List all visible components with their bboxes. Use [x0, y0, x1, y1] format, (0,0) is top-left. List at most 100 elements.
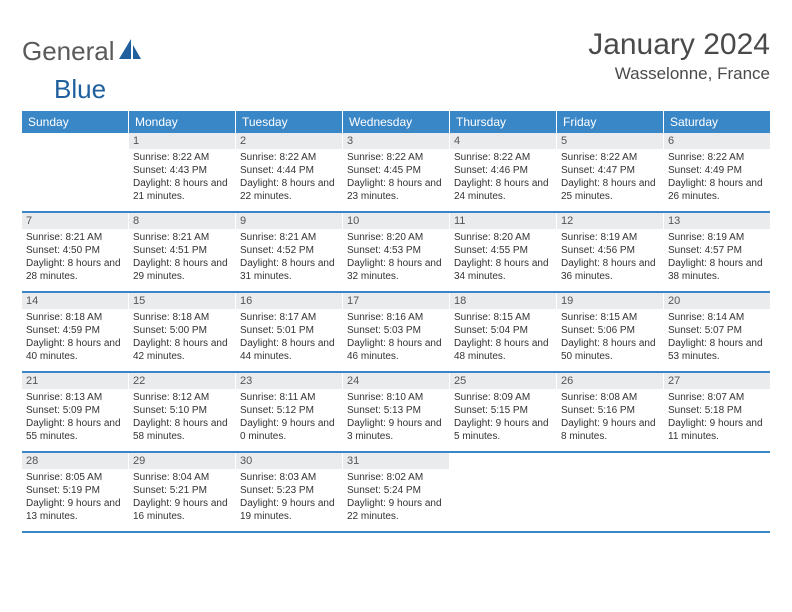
calendar-week-row: 7Sunrise: 8:21 AMSunset: 4:50 PMDaylight… [22, 213, 770, 293]
daylight-line: Daylight: 8 hours and 24 minutes. [454, 177, 552, 203]
day-number: 12 [557, 213, 663, 229]
sunset-line: Sunset: 5:01 PM [240, 324, 338, 337]
calendar-cell: 5Sunrise: 8:22 AMSunset: 4:47 PMDaylight… [557, 133, 664, 211]
daylight-line: Daylight: 8 hours and 22 minutes. [240, 177, 338, 203]
daylight-line: Daylight: 9 hours and 5 minutes. [454, 417, 552, 443]
calendar-cell [664, 453, 770, 531]
daylight-line: Daylight: 8 hours and 44 minutes. [240, 337, 338, 363]
sunset-line: Sunset: 4:53 PM [347, 244, 445, 257]
daylight-line: Daylight: 8 hours and 28 minutes. [26, 257, 124, 283]
day-detail: Sunrise: 8:19 AMSunset: 4:57 PMDaylight:… [664, 229, 770, 287]
day-detail: Sunrise: 8:13 AMSunset: 5:09 PMDaylight:… [22, 389, 128, 447]
day-detail: Sunrise: 8:10 AMSunset: 5:13 PMDaylight:… [343, 389, 449, 447]
logo-text-blue: Blue [54, 74, 792, 105]
calendar-cell: 10Sunrise: 8:20 AMSunset: 4:53 PMDayligh… [343, 213, 450, 291]
calendar-cell [557, 453, 664, 531]
dayname-saturday: Saturday [664, 111, 770, 133]
calendar-week-row: 14Sunrise: 8:18 AMSunset: 4:59 PMDayligh… [22, 293, 770, 373]
day-number: 28 [22, 453, 128, 469]
sunrise-line: Sunrise: 8:08 AM [561, 391, 659, 404]
day-number: 1 [129, 133, 235, 149]
sunset-line: Sunset: 5:15 PM [454, 404, 552, 417]
sunset-line: Sunset: 4:56 PM [561, 244, 659, 257]
sunrise-line: Sunrise: 8:07 AM [668, 391, 766, 404]
daylight-line: Daylight: 9 hours and 8 minutes. [561, 417, 659, 443]
day-detail: Sunrise: 8:22 AMSunset: 4:49 PMDaylight:… [664, 149, 770, 207]
dayname-friday: Friday [557, 111, 664, 133]
sunrise-line: Sunrise: 8:21 AM [26, 231, 124, 244]
day-number: 24 [343, 373, 449, 389]
calendar-cell: 19Sunrise: 8:15 AMSunset: 5:06 PMDayligh… [557, 293, 664, 371]
day-detail: Sunrise: 8:05 AMSunset: 5:19 PMDaylight:… [22, 469, 128, 527]
daylight-line: Daylight: 8 hours and 40 minutes. [26, 337, 124, 363]
sunrise-line: Sunrise: 8:03 AM [240, 471, 338, 484]
sunset-line: Sunset: 4:59 PM [26, 324, 124, 337]
daylight-line: Daylight: 8 hours and 26 minutes. [668, 177, 766, 203]
day-detail: Sunrise: 8:21 AMSunset: 4:51 PMDaylight:… [129, 229, 235, 287]
sunrise-line: Sunrise: 8:15 AM [454, 311, 552, 324]
sunset-line: Sunset: 4:47 PM [561, 164, 659, 177]
calendar-header-row: SundayMondayTuesdayWednesdayThursdayFrid… [22, 111, 770, 133]
day-detail: Sunrise: 8:18 AMSunset: 5:00 PMDaylight:… [129, 309, 235, 367]
day-detail: Sunrise: 8:18 AMSunset: 4:59 PMDaylight:… [22, 309, 128, 367]
calendar-cell: 18Sunrise: 8:15 AMSunset: 5:04 PMDayligh… [450, 293, 557, 371]
daylight-line: Daylight: 8 hours and 34 minutes. [454, 257, 552, 283]
daylight-line: Daylight: 8 hours and 36 minutes. [561, 257, 659, 283]
sunrise-line: Sunrise: 8:04 AM [133, 471, 231, 484]
month-title: January 2024 [588, 28, 770, 62]
daylight-line: Daylight: 9 hours and 13 minutes. [26, 497, 124, 523]
sail-icon [117, 37, 143, 66]
sunrise-line: Sunrise: 8:16 AM [347, 311, 445, 324]
logo: General [22, 36, 145, 67]
sunrise-line: Sunrise: 8:13 AM [26, 391, 124, 404]
sunset-line: Sunset: 5:13 PM [347, 404, 445, 417]
calendar-cell [450, 453, 557, 531]
calendar-cell: 12Sunrise: 8:19 AMSunset: 4:56 PMDayligh… [557, 213, 664, 291]
sunset-line: Sunset: 5:12 PM [240, 404, 338, 417]
sunset-line: Sunset: 4:43 PM [133, 164, 231, 177]
sunset-line: Sunset: 5:21 PM [133, 484, 231, 497]
calendar-cell: 11 Sunrise: 8:20 AMSunset: 4:55 PMDayligh… [450, 213, 557, 291]
daylight-line: Daylight: 8 hours and 23 minutes. [347, 177, 445, 203]
sunset-line: Sunset: 5:03 PM [347, 324, 445, 337]
daylight-line: Daylight: 9 hours and 11 minutes. [668, 417, 766, 443]
day-detail: Sunrise: 8:02 AMSunset: 5:24 PMDaylight:… [343, 469, 449, 527]
calendar-cell: 28Sunrise: 8:05 AMSunset: 5:19 PMDayligh… [22, 453, 129, 531]
calendar-cell: 13Sunrise: 8:19 AMSunset: 4:57 PMDayligh… [664, 213, 770, 291]
day-number: 8 [129, 213, 235, 229]
daylight-line: Daylight: 8 hours and 21 minutes. [133, 177, 231, 203]
calendar-week-row: 28Sunrise: 8:05 AMSunset: 5:19 PMDayligh… [22, 453, 770, 533]
calendar-grid: SundayMondayTuesdayWednesdayThursdayFrid… [22, 111, 770, 533]
sunset-line: Sunset: 4:55 PM [454, 244, 552, 257]
daylight-line: Daylight: 8 hours and 42 minutes. [133, 337, 231, 363]
daylight-line: Daylight: 8 hours and 29 minutes. [133, 257, 231, 283]
day-detail: Sunrise: 8:03 AMSunset: 5:23 PMDaylight:… [236, 469, 342, 527]
calendar-cell: 29Sunrise: 8:04 AMSunset: 5:21 PMDayligh… [129, 453, 236, 531]
day-detail: Sunrise: 8:21 AMSunset: 4:50 PMDaylight:… [22, 229, 128, 287]
sunrise-line: Sunrise: 8:09 AM [454, 391, 552, 404]
calendar-cell: 1Sunrise: 8:22 AMSunset: 4:43 PMDaylight… [129, 133, 236, 211]
calendar-week-row: 21Sunrise: 8:13 AMSunset: 5:09 PMDayligh… [22, 373, 770, 453]
sunrise-line: Sunrise: 8:05 AM [26, 471, 124, 484]
calendar-cell: 8Sunrise: 8:21 AMSunset: 4:51 PMDaylight… [129, 213, 236, 291]
day-detail: Sunrise: 8:22 AMSunset: 4:43 PMDaylight:… [129, 149, 235, 207]
sunset-line: Sunset: 5:16 PM [561, 404, 659, 417]
sunset-line: Sunset: 4:46 PM [454, 164, 552, 177]
day-number: 11 [450, 213, 556, 229]
day-detail: Sunrise: 8:15 AMSunset: 5:06 PMDaylight:… [557, 309, 663, 367]
daylight-line: Daylight: 8 hours and 48 minutes. [454, 337, 552, 363]
daylight-line: Daylight: 8 hours and 32 minutes. [347, 257, 445, 283]
sunrise-line: Sunrise: 8:11 AM [240, 391, 338, 404]
day-number: 31 [343, 453, 449, 469]
calendar-cell: 3Sunrise: 8:22 AMSunset: 4:45 PMDaylight… [343, 133, 450, 211]
day-number: 27 [664, 373, 770, 389]
day-number: 20 [664, 293, 770, 309]
day-detail: Sunrise: 8:21 AMSunset: 4:52 PMDaylight:… [236, 229, 342, 287]
sunrise-line: Sunrise: 8:17 AM [240, 311, 338, 324]
day-number: 6 [664, 133, 770, 149]
daylight-line: Daylight: 8 hours and 31 minutes. [240, 257, 338, 283]
sunrise-line: Sunrise: 8:20 AM [454, 231, 552, 244]
day-detail: Sunrise: 8:17 AMSunset: 5:01 PMDaylight:… [236, 309, 342, 367]
sunset-line: Sunset: 5:09 PM [26, 404, 124, 417]
day-detail: Sunrise: 8:22 AMSunset: 4:44 PMDaylight:… [236, 149, 342, 207]
